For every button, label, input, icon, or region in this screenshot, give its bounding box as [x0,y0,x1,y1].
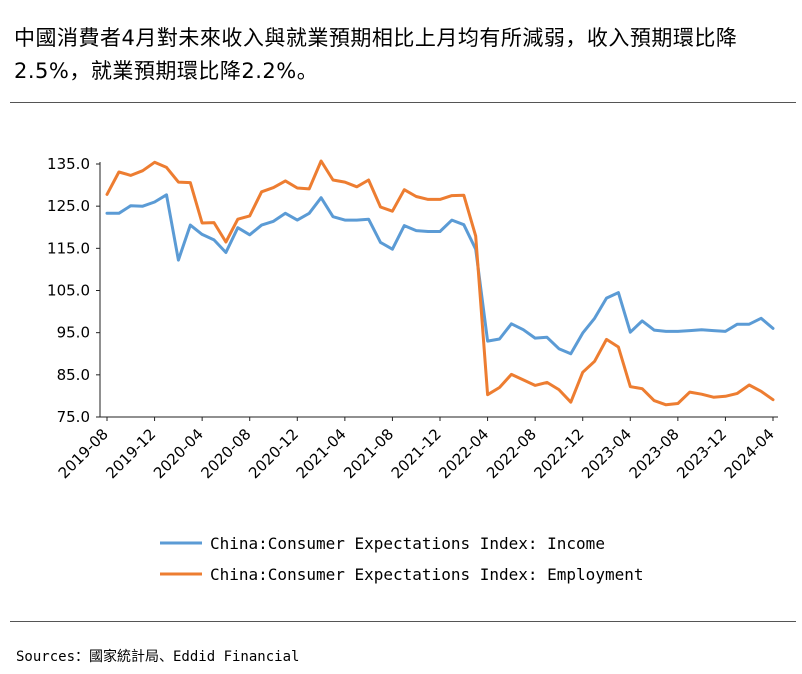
y-tick-label: 135.0 [47,155,90,173]
legend-label: China:Consumer Expectations Index: Emplo… [210,565,643,584]
x-tick-label: 2021-12 [388,425,445,482]
x-tick-label: 2022-08 [483,425,540,482]
x-tick-label: 2022-04 [435,425,492,482]
top-divider [10,102,796,103]
x-tick-label: 2023-04 [578,425,635,482]
line-chart: 135.0 125.0 115.0 105.0 95.0 85.0 75.0 2019-08 2… [0,103,802,621]
x-tick-label: 2023-08 [626,425,683,482]
source-note: Sources：國家統計局、Eddid Financial [16,649,300,665]
bottom-divider [10,621,796,622]
chart-svg: 135.0125.0115.0105.095.085.075.02019-082… [47,155,778,584]
x-tick-label: 2019-12 [102,425,159,482]
x-tick-label: 2021-08 [340,425,397,482]
y-tick-label: 105.0 [47,282,90,300]
y-tick-label: 95.0 [57,324,90,342]
y-tick-label: 115.0 [47,239,90,257]
y-tick-label: 125.0 [47,197,90,215]
x-tick-label: 2020-12 [245,425,302,482]
series-line-employment [105,159,775,407]
x-tick-label: 2024-04 [721,425,778,482]
x-tick-label: 2021-04 [293,425,350,482]
x-tick-label: 2023-12 [673,425,730,482]
series-line-income [105,193,775,356]
y-tick-label: 75.0 [57,408,90,426]
legend-label: China:Consumer Expectations Index: Incom… [210,534,605,553]
chart-title: 中國消費者4月對未來收入與就業預期相比上月均有所減弱，收入預期環比降2.5%，就… [14,26,738,83]
x-tick-label: 2020-04 [150,425,207,482]
x-tick-label: 2022-12 [530,425,587,482]
x-tick-label: 2019-08 [55,425,112,482]
y-tick-label: 85.0 [57,366,90,384]
x-tick-label: 2020-08 [197,425,254,482]
